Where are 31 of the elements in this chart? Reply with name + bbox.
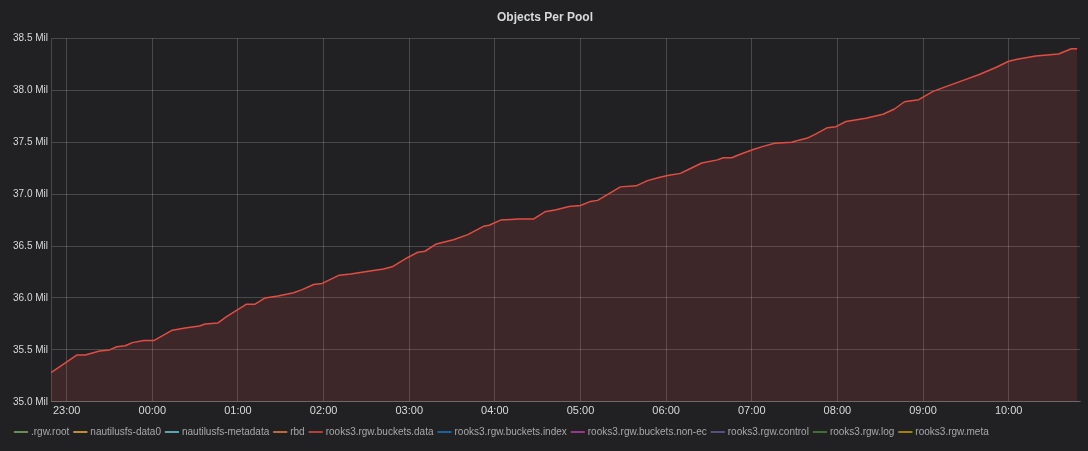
y-tick-label: 38.0 Mil [13, 84, 49, 96]
x-tick-label: 05:00 [566, 404, 595, 417]
legend-label: rooks3.rgw.buckets.non-ec [587, 425, 707, 437]
legend-label: rooks3.rgw.log [829, 425, 895, 437]
y-tick-label: 35.5 Mil [13, 343, 49, 355]
x-tick-label: 10:00 [994, 404, 1023, 417]
y-tick-label: 35.0 Mil [13, 395, 49, 407]
x-tick-label: 07:00 [737, 404, 766, 417]
x-tick-label: 02:00 [309, 404, 338, 417]
legend-label: rooks3.rgw.buckets.data [325, 425, 434, 437]
chart-title: Objects Per Pool [496, 9, 594, 24]
x-tick-label: 01:00 [224, 404, 252, 417]
legend-label: rooks3.rgw.meta [915, 425, 990, 437]
x-tick-label: 00:00 [138, 404, 167, 417]
x-tick-label: 23:00 [52, 404, 81, 417]
legend-label: rooks3.rgw.control [727, 425, 809, 437]
legend-label: nautilusfs-data0 [90, 425, 162, 437]
y-tick-label: 36.5 Mil [13, 239, 49, 251]
x-tick-label: 06:00 [652, 404, 680, 417]
y-tick-label: 37.0 Mil [13, 187, 49, 199]
x-tick-label: 08:00 [823, 404, 852, 417]
legend-label: .rgw.root [31, 425, 70, 437]
legend-label: nautilusfs-metadata [181, 425, 270, 437]
x-tick-label: 09:00 [909, 404, 937, 417]
legend-label: rbd [290, 425, 305, 437]
y-tick-label: 37.5 Mil [13, 135, 49, 147]
x-tick-label: 04:00 [481, 404, 509, 417]
y-tick-label: 38.5 Mil [13, 32, 49, 44]
x-tick-label: 03:00 [395, 404, 423, 417]
y-tick-label: 36.0 Mil [13, 291, 49, 303]
legend-label: rooks3.rgw.buckets.index [454, 425, 567, 437]
